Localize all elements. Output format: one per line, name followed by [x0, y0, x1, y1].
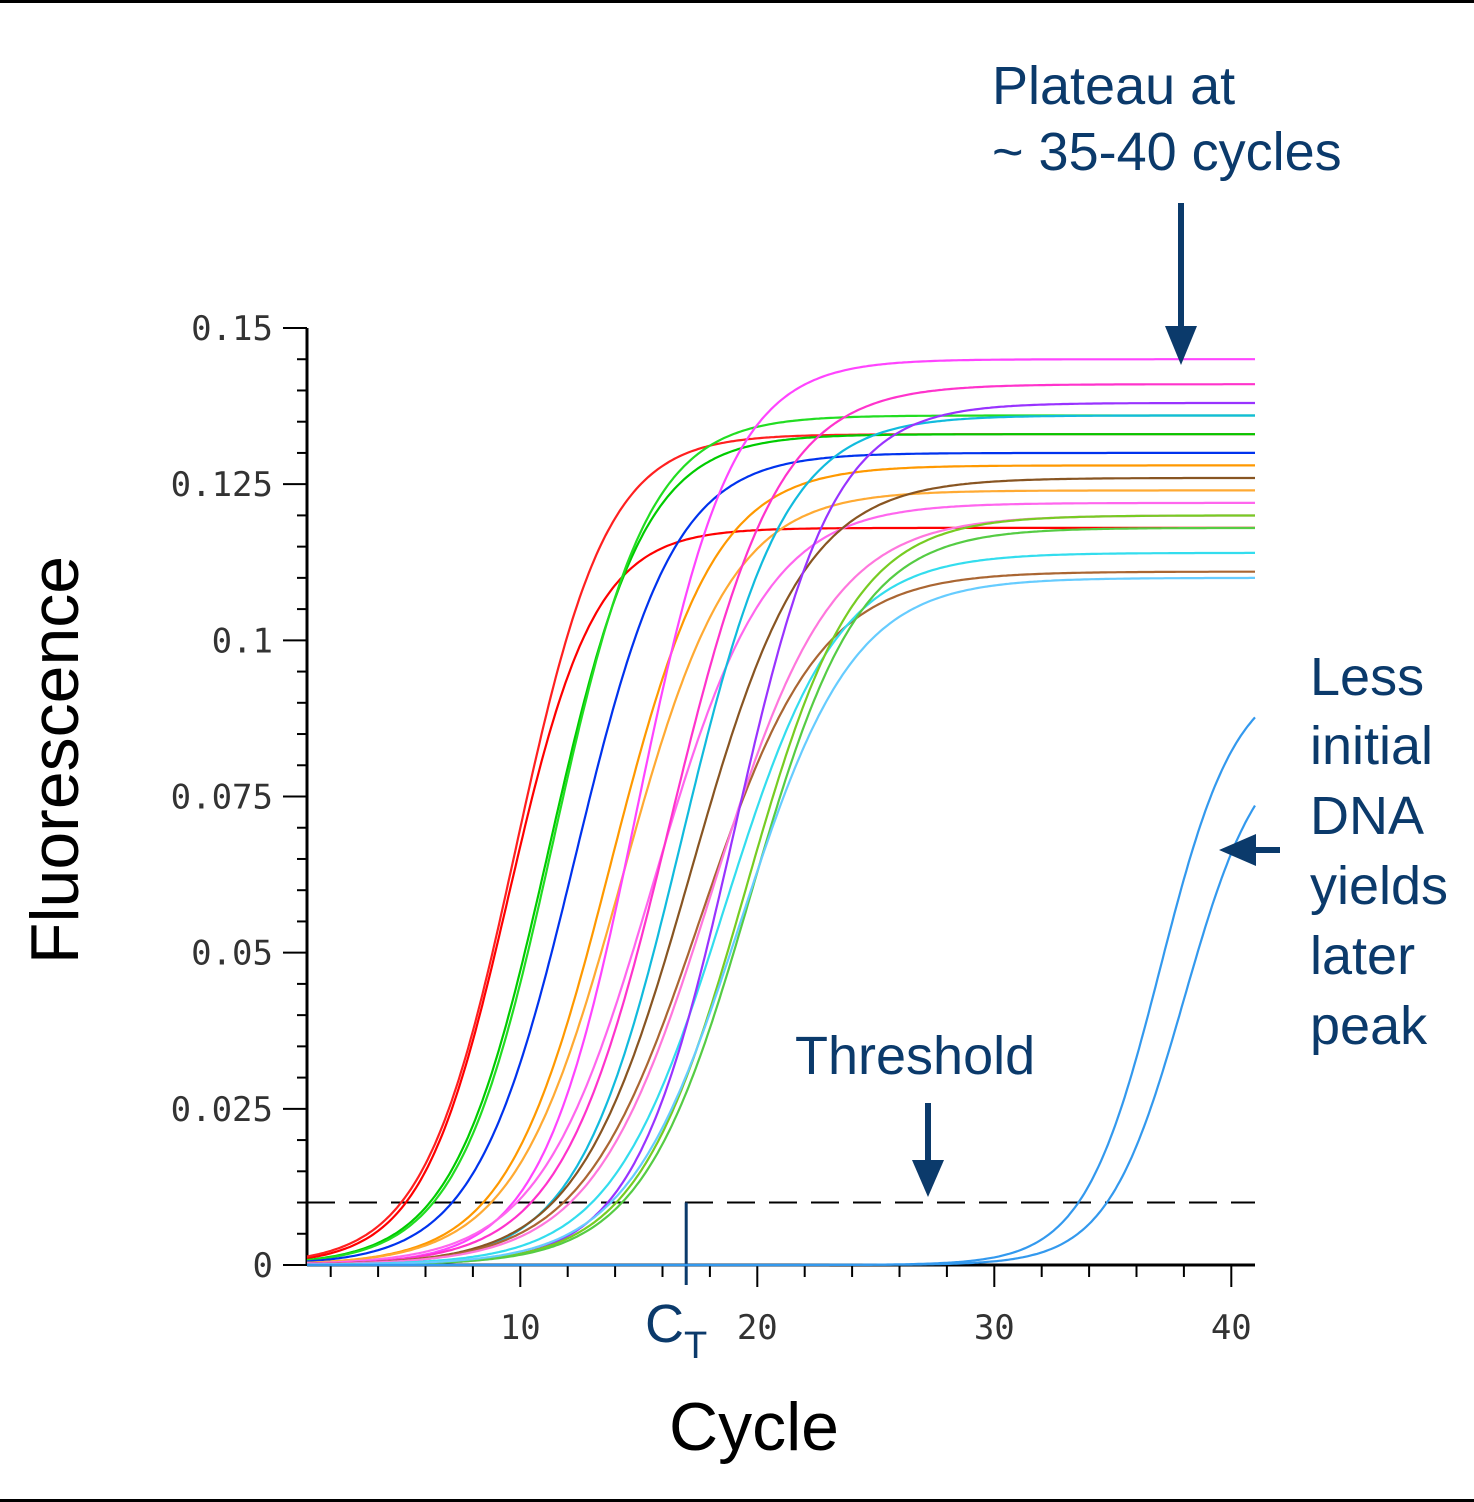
- amplification-curve: [307, 514, 1255, 1266]
- y-tick-label: 0.1: [212, 621, 273, 661]
- x-tick-label: 10: [500, 1308, 541, 1348]
- less-dna-annotation-line-6: peak: [1310, 996, 1428, 1056]
- amplification-curve: [306, 451, 1255, 1263]
- y-tick-label: 0.125: [171, 465, 273, 505]
- less-dna-annotation-line-3: DNA: [1310, 786, 1424, 846]
- x-axis-title: Cycle: [669, 1389, 839, 1465]
- y-tick-label: 0: [253, 1246, 273, 1286]
- amplification-curve: [307, 576, 1255, 1266]
- less-dna-annotation-line-2: initial: [1310, 716, 1433, 776]
- plateau-arrow-head: [1165, 326, 1197, 365]
- amplification-curve: [306, 526, 1255, 1260]
- less-dna-annotation-line-1: Less: [1310, 647, 1424, 707]
- y-tick-label: 0.15: [191, 309, 273, 349]
- ct-label-sub: T: [684, 1325, 707, 1367]
- axis-tick-labels: 0 0.025 0.05 0.075 0.1 0.125 0.15 10 20 30 40: [171, 309, 1252, 1348]
- amplification-curve: [306, 383, 1255, 1266]
- ct-label: CT: [645, 1294, 707, 1367]
- y-tick-label: 0.025: [171, 1090, 273, 1130]
- amplification-curve: [306, 551, 1255, 1266]
- amplification-curve: [307, 570, 1255, 1266]
- axis-ticks: [283, 327, 1233, 1287]
- x-tick-label: 20: [737, 1308, 778, 1348]
- amplification-curve: [306, 489, 1255, 1264]
- plateau-annotation-line-2: ~ 35-40 cycles: [992, 122, 1342, 182]
- less-dna-annotation-line-5: later: [1310, 926, 1415, 986]
- x-tick-label: 40: [1211, 1308, 1252, 1348]
- amplification-curve: [306, 464, 1255, 1264]
- amplification-curve: [307, 501, 1255, 1265]
- amplification-curve: [307, 401, 1255, 1266]
- amplification-curve: [307, 526, 1255, 1266]
- amplification-curve: [307, 476, 1255, 1266]
- ct-label-main: C: [645, 1294, 684, 1354]
- amplification-curve: [307, 805, 1256, 1267]
- amplification-curve: [307, 414, 1255, 1266]
- y-tick-label: 0.075: [171, 778, 273, 818]
- amplification-curve: [307, 514, 1255, 1266]
- x-tick-label: 30: [974, 1308, 1015, 1348]
- threshold-arrow-head: [912, 1160, 944, 1197]
- plateau-annotation-line-1: Plateau at: [992, 56, 1235, 116]
- less-dna-annotation-line-4: yields: [1310, 856, 1448, 916]
- amplification-curve: [307, 716, 1256, 1267]
- threshold-annotation: Threshold: [795, 1026, 1035, 1086]
- y-axis-title: Fluorescence: [17, 556, 93, 964]
- amplification-curves: [306, 358, 1256, 1267]
- amplification-curve: [306, 433, 1255, 1262]
- amplification-curve: [307, 358, 1255, 1266]
- less-dna-arrow-head: [1219, 834, 1256, 866]
- y-tick-label: 0.05: [191, 934, 273, 974]
